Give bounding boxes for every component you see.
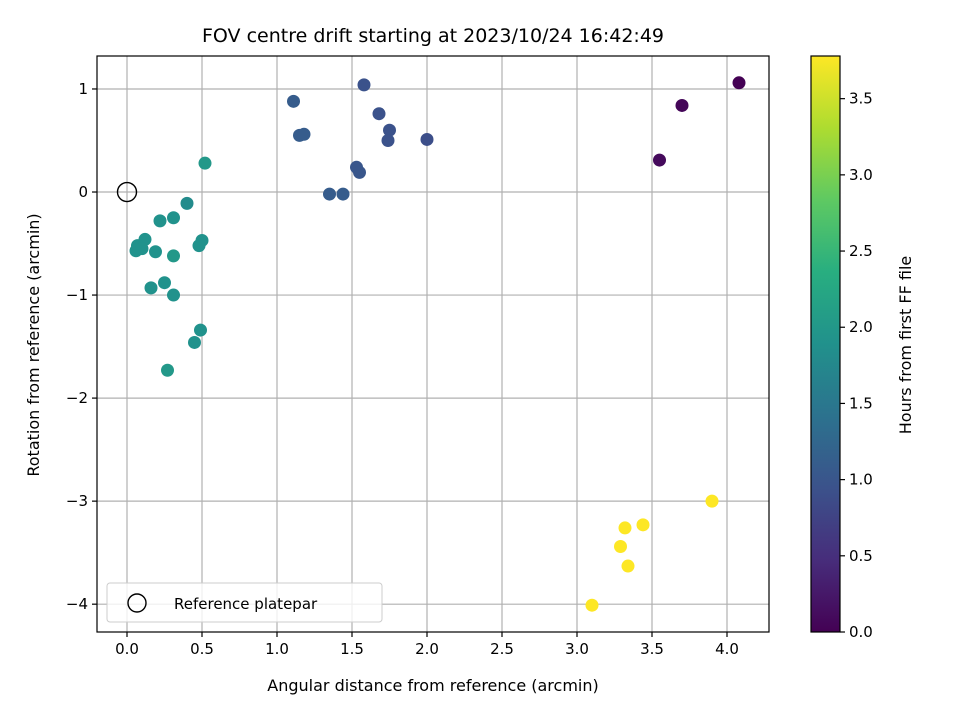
data-point <box>353 165 366 179</box>
data-point <box>194 323 207 337</box>
x-axis-label: Angular distance from reference (arcmin) <box>267 676 598 695</box>
x-tick-label: 2.5 <box>490 640 514 658</box>
data-point <box>192 239 206 253</box>
colorbar <box>810 55 841 633</box>
x-tick-label: 4.0 <box>715 640 739 658</box>
colorbar-tick-label: 3.0 <box>849 166 873 184</box>
y-tick-label: −2 <box>66 389 88 407</box>
x-tick-label: 0.0 <box>115 640 139 658</box>
x-tick-label: 3.5 <box>640 640 664 658</box>
grid-lines <box>97 56 769 632</box>
data-point <box>372 107 386 121</box>
colorbar-tick-label: 1.0 <box>849 471 873 489</box>
y-tick-label: −1 <box>66 286 88 304</box>
data-point <box>297 127 311 141</box>
data-point <box>287 94 300 108</box>
data-point <box>153 214 167 228</box>
data-point <box>180 196 194 210</box>
legend-reference-marker <box>127 593 147 613</box>
data-point <box>585 598 599 612</box>
chart-title: FOV centre drift starting at 2023/10/24 … <box>202 25 664 47</box>
x-tick-label: 2.0 <box>415 640 439 658</box>
data-point <box>167 288 180 302</box>
data-point <box>621 559 635 573</box>
x-tick-label: 0.5 <box>190 640 214 658</box>
data-point <box>381 133 395 147</box>
x-tick-label: 1.5 <box>340 640 364 658</box>
reference-marker-layer <box>116 181 138 203</box>
colorbar-tick-label: 2.5 <box>849 242 873 260</box>
data-point <box>167 249 180 263</box>
data-point <box>167 211 180 225</box>
data-point <box>188 335 201 349</box>
legend-box <box>106 582 383 623</box>
legend-label: Reference platepar <box>174 595 318 613</box>
data-point <box>618 521 632 535</box>
y-tick-label: 1 <box>78 80 88 98</box>
data-point <box>383 123 396 137</box>
colorbar-ticks: 0.0 0.5 1.0 1.5 2.0 2.5 3.0 3.5 <box>840 90 873 641</box>
x-tick-label: 3.0 <box>565 640 589 658</box>
data-point <box>323 187 336 201</box>
data-point <box>198 156 212 170</box>
data-point <box>158 276 171 290</box>
legend: Reference platepar <box>106 582 383 623</box>
data-point <box>653 153 666 167</box>
y-axis-label: Rotation from reference (arcmin) <box>24 213 43 476</box>
colorbar-tick-label: 3.5 <box>849 90 873 108</box>
data-points <box>129 76 746 612</box>
data-point <box>357 78 371 92</box>
data-point <box>636 518 650 532</box>
reference-platepar-marker <box>116 181 138 203</box>
data-point <box>705 494 719 508</box>
plot-frame <box>96 55 770 633</box>
data-point <box>336 187 350 201</box>
data-point <box>420 132 434 146</box>
y-tick-label: −3 <box>66 492 88 510</box>
data-point <box>144 281 158 295</box>
data-point <box>675 98 689 112</box>
axis-ticks: 0.0 0.5 1.0 1.5 2.0 2.5 3.0 3.5 4.0 1 0 −1 −2 −3 −4 <box>66 80 739 658</box>
data-point <box>161 363 174 377</box>
data-point <box>732 76 746 90</box>
colorbar-tick-label: 2.0 <box>849 318 873 336</box>
y-tick-label: −4 <box>66 595 88 613</box>
y-tick-label: 0 <box>78 183 88 201</box>
x-tick-label: 1.0 <box>265 640 289 658</box>
data-point <box>135 242 149 256</box>
colorbar-tick-label: 0.5 <box>849 547 873 565</box>
colorbar-label: Hours from first FF file <box>896 256 915 435</box>
data-point <box>149 245 162 259</box>
colorbar-tick-label: 0.0 <box>849 623 873 641</box>
colorbar-tick-label: 1.5 <box>849 394 873 412</box>
data-point <box>614 539 627 553</box>
